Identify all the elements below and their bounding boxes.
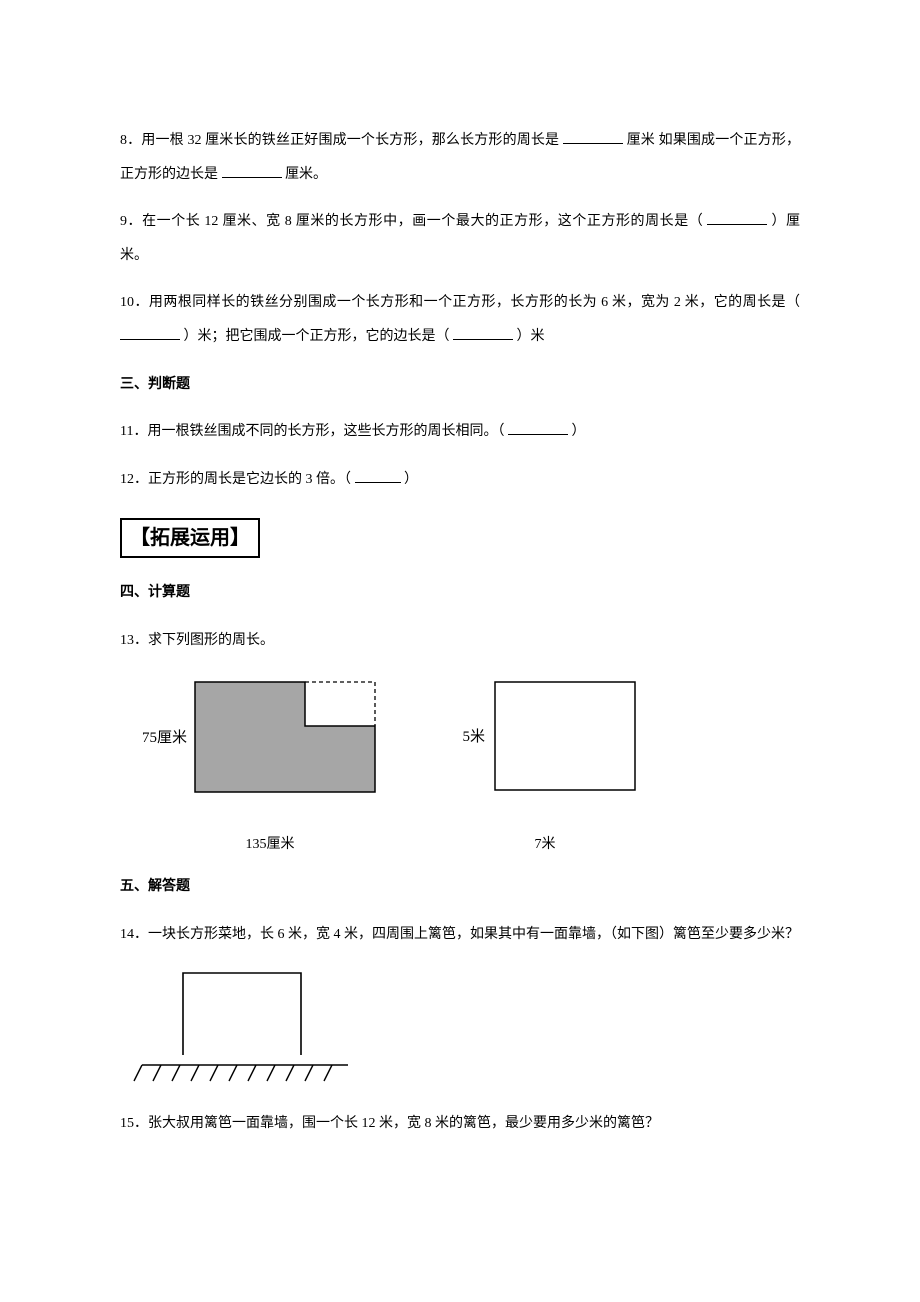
q12-blank[interactable] <box>355 468 401 483</box>
fig1-bottom-label: 135厘米 <box>246 834 295 856</box>
q8-unit-1: 厘米 <box>627 133 655 148</box>
q9-text-a: 9．在一个长 12 厘米、宽 8 厘米的长方形中，画一个最大的正方形，这个正方形… <box>120 214 703 229</box>
question-15: 15．张大叔用篱笆一面靠墙，围一个长 12 米，宽 8 米的篱笆，最少要用多少米… <box>120 1107 800 1141</box>
svg-text:75厘米: 75厘米 <box>142 729 187 746</box>
q11-suffix: ） <box>571 424 585 439</box>
q9-blank[interactable] <box>707 210 767 225</box>
extension-heading: 【拓展运用】 <box>120 518 260 558</box>
q13-figure-row: 75厘米 135厘米 5米 7米 <box>140 672 800 856</box>
q12-suffix: ） <box>404 472 418 487</box>
q8-unit-2: 厘米。 <box>285 167 327 182</box>
q10-blank-1[interactable] <box>120 325 180 340</box>
question-12: 12．正方形的周长是它边长的 3 倍。（ ） <box>120 463 800 497</box>
question-14: 14．一块长方形菜地，长 6 米，宽 4 米，四周围上篱笆，如果其中有一面靠墙，… <box>120 918 800 952</box>
section-4-title: 四、计算题 <box>120 576 800 610</box>
q10-text-c: ）米 <box>517 329 545 344</box>
q13-figure-2: 5米 7米 <box>440 672 650 856</box>
section-5-title: 五、解答题 <box>120 870 800 904</box>
q14-figure <box>128 965 800 1093</box>
question-11: 11．用一根铁丝围成不同的长方形，这些长方形的周长相同。（ ） <box>120 415 800 449</box>
worksheet-page: 8．用一根 32 厘米长的铁丝正好围成一个长方形，那么长方形的周长是 厘米 如果… <box>0 0 920 1302</box>
question-9: 9．在一个长 12 厘米、宽 8 厘米的长方形中，画一个最大的正方形，这个正方形… <box>120 205 800 272</box>
fence-wall-diagram <box>128 965 358 1093</box>
q13-figure-1: 75厘米 135厘米 <box>140 672 400 856</box>
q11-text: 11．用一根铁丝围成不同的长方形，这些长方形的周长相同。（ <box>120 424 504 439</box>
l-shape-diagram: 75厘米 <box>140 672 400 832</box>
question-10: 10．用两根同样长的铁丝分别围成一个长方形和一个正方形，长方形的长为 6 米，宽… <box>120 286 800 353</box>
q8-blank-1[interactable] <box>563 128 623 144</box>
q11-blank[interactable] <box>508 420 568 435</box>
fig2-bottom-label: 7米 <box>535 834 556 856</box>
q10-text-a: 10．用两根同样长的铁丝分别围成一个长方形和一个正方形，长方形的长为 6 米，宽… <box>120 295 800 310</box>
section-3-title: 三、判断题 <box>120 368 800 402</box>
q10-blank-2[interactable] <box>453 325 513 340</box>
q8-text-a: 8．用一根 32 厘米长的铁丝正好围成一个长方形，那么长方形的周长是 <box>120 133 559 148</box>
question-13-prompt: 13．求下列图形的周长。 <box>120 624 800 658</box>
q10-text-b: ）米；把它围成一个正方形，它的边长是（ <box>184 329 450 344</box>
rectangle-diagram: 5米 <box>440 672 650 832</box>
q12-text: 12．正方形的周长是它边长的 3 倍。（ <box>120 472 351 487</box>
svg-text:5米: 5米 <box>462 728 485 745</box>
q8-blank-2[interactable] <box>222 161 282 177</box>
question-8: 8．用一根 32 厘米长的铁丝正好围成一个长方形，那么长方形的周长是 厘米 如果… <box>120 124 800 191</box>
